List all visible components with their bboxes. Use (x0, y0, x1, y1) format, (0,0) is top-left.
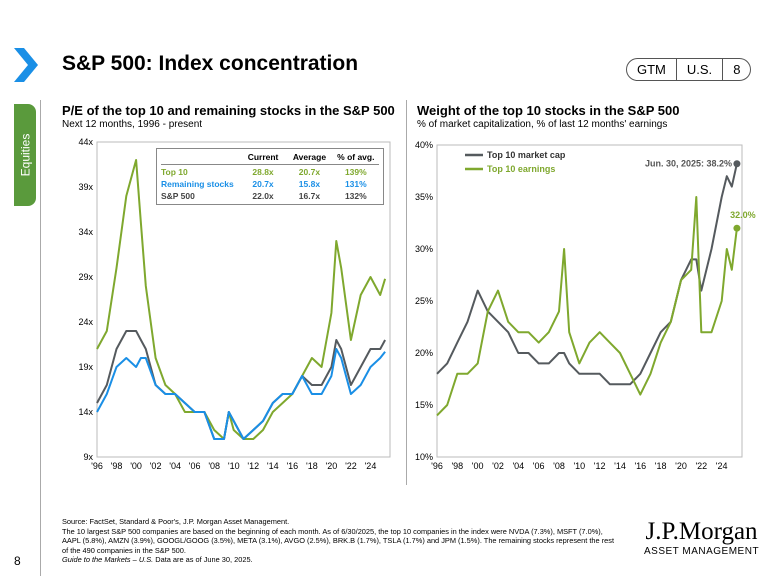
table-row: S&P 500 22.0x 16.7x 132% (161, 191, 367, 201)
chart2-subtitle: % of market capitalization, % of last 12… (417, 119, 668, 130)
x-tick-label: '12 (594, 461, 606, 471)
x-tick-label: '06 (189, 461, 201, 471)
x-tick-label: '14 (267, 461, 279, 471)
divider (40, 100, 41, 576)
col-header: Current (247, 152, 279, 162)
arrow-icon (14, 48, 38, 82)
y-tick-label: 25% (415, 296, 433, 306)
source-note: Source: FactSet, Standard & Poor's, J.P.… (62, 517, 290, 526)
series-line-top-10-earnings (436, 196, 738, 417)
footnote: Source: FactSet, Standard & Poor's, J.P.… (62, 517, 622, 565)
x-tick-label: '08 (553, 461, 565, 471)
chart1-subtitle: Next 12 months, 1996 - present (62, 119, 203, 130)
plot-area (436, 144, 743, 458)
chart2-title: Weight of the top 10 stocks in the S&P 5… (417, 103, 680, 118)
series-line-top-10 (96, 159, 387, 440)
pe-table: Current Average % of avg. Top 10 28.8x 20.7x… (156, 148, 384, 205)
page-title: S&P 500: Index concentration (62, 52, 359, 75)
x-tick-label: '22 (345, 461, 357, 471)
x-tick-label: '96 (431, 461, 443, 471)
table-row: Remaining stocks 20.7x 15.8x 131% (161, 179, 367, 189)
as-of-note: Data are as of June 30, 2025. (153, 555, 253, 564)
y-tick-label: 34x (78, 227, 93, 237)
x-tick-label: '06 (533, 461, 545, 471)
y-tick-label: 9x (83, 452, 93, 462)
x-tick-label: '96 (91, 461, 103, 471)
y-tick-label: 29x (78, 272, 93, 282)
y-tick-label: 20% (415, 348, 433, 358)
y-tick-label: 15% (415, 400, 433, 410)
x-tick-label: '04 (169, 461, 181, 471)
x-tick-label: '02 (150, 461, 162, 471)
x-tick-label: '10 (573, 461, 585, 471)
page-number: 8 (14, 554, 21, 568)
series-line-top-10-market-cap (436, 163, 738, 386)
badges: GTM U.S. 8 (626, 58, 752, 81)
gtm-label: Guide to the Markets – U.S. (62, 555, 154, 564)
x-tick-label: '04 (512, 461, 524, 471)
y-tick-label: 35% (415, 192, 433, 202)
x-tick-label: '10 (228, 461, 240, 471)
y-tick-label: 14x (78, 407, 93, 417)
x-tick-label: '24 (716, 461, 728, 471)
end-point-marker (733, 160, 741, 168)
x-tick-label: '24 (365, 461, 377, 471)
x-tick-label: '08 (208, 461, 220, 471)
x-tick-label: '00 (472, 461, 484, 471)
y-tick-label: 19x (78, 362, 93, 372)
badge-gtm: GTM (627, 59, 677, 80)
section-tab[interactable]: Equities (14, 104, 36, 206)
table-row: Top 10 28.8x 20.7x 139% (161, 167, 367, 177)
divider (406, 100, 407, 485)
end-point-marker (733, 224, 741, 232)
x-tick-label: '18 (306, 461, 318, 471)
y-tick-label: 40% (415, 140, 433, 150)
annotation-earnings: 32.0% (730, 210, 756, 220)
x-tick-label: '18 (655, 461, 667, 471)
col-header: % of avg. (337, 152, 375, 162)
y-tick-label: 39x (78, 182, 93, 192)
annotation-market-cap: Jun. 30, 2025: 38.2% (645, 159, 732, 169)
x-tick-label: '98 (451, 461, 463, 471)
legend-label: Top 10 earnings (487, 164, 555, 174)
x-tick-label: '16 (634, 461, 646, 471)
x-tick-label: '00 (130, 461, 142, 471)
chart1-title: P/E of the top 10 and remaining stocks i… (62, 103, 395, 118)
series-line-remaining-stocks (96, 348, 386, 440)
y-tick-label: 24x (78, 317, 93, 327)
badge-region: U.S. (677, 59, 724, 80)
x-tick-label: '20 (326, 461, 338, 471)
plot-area (96, 141, 391, 458)
y-tick-label: 10% (415, 452, 433, 462)
legend-label: Top 10 market cap (487, 150, 566, 160)
methodology-note: The 10 largest S&P 500 companies are bas… (62, 526, 615, 555)
badge-page: 8 (733, 62, 741, 77)
x-tick-label: '02 (492, 461, 504, 471)
x-tick-label: '14 (614, 461, 626, 471)
y-tick-label: 44x (78, 137, 93, 147)
x-tick-label: '16 (286, 461, 298, 471)
col-header: Average (292, 152, 327, 162)
y-tick-label: 30% (415, 244, 433, 254)
x-tick-label: '20 (675, 461, 687, 471)
jpmorgan-logo: J.P.Morgan ASSET MANAGEMENT (644, 518, 760, 557)
x-tick-label: '22 (695, 461, 707, 471)
x-tick-label: '12 (247, 461, 259, 471)
x-tick-label: '98 (111, 461, 123, 471)
